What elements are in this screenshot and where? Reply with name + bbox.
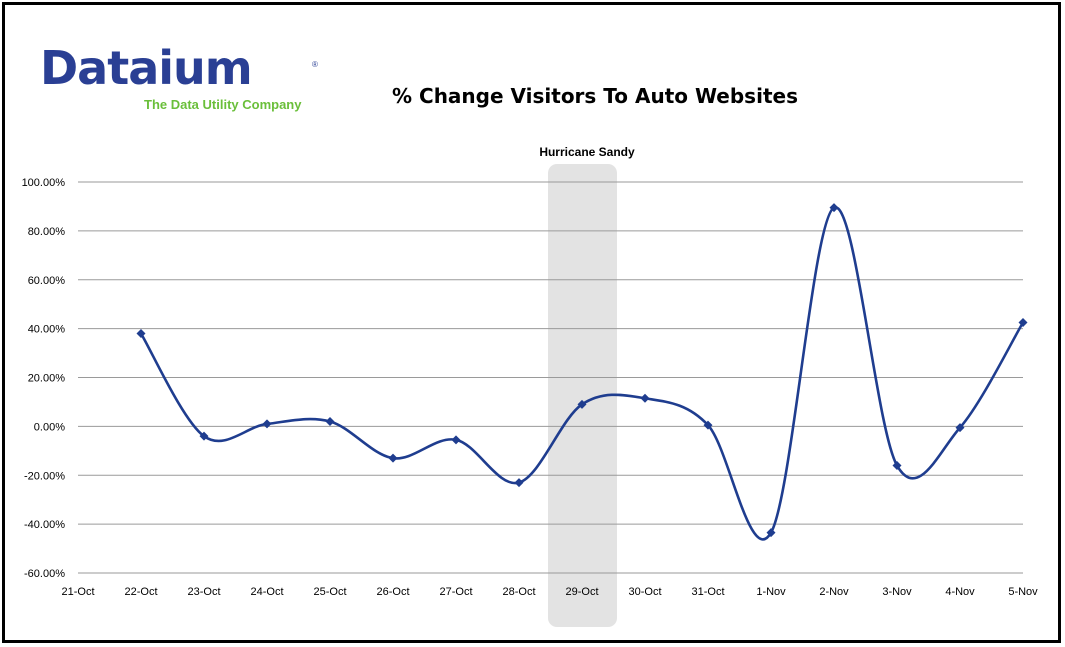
x-tick-label: 2-Nov: [819, 586, 849, 598]
x-tick-label: 25-Oct: [313, 586, 346, 598]
x-tick-label: 26-Oct: [376, 586, 409, 598]
logo-registered-mark: ®: [312, 60, 318, 69]
data-point: [703, 420, 713, 430]
data-point: [577, 399, 587, 409]
x-tick-label: 3-Nov: [882, 586, 912, 598]
data-point: [766, 528, 776, 538]
x-tick-label: 30-Oct: [628, 586, 661, 598]
logo-wordmark: Dataium: [40, 41, 253, 95]
annotation-label: Hurricane Sandy: [539, 145, 635, 159]
y-tick-label: 60.00%: [28, 275, 66, 287]
y-tick-label: -20.00%: [24, 470, 65, 482]
y-tick-label: 20.00%: [28, 373, 66, 385]
y-tick-label: 40.00%: [28, 324, 66, 336]
dataium-logo: Dataium ® The Data Utility Company: [40, 40, 330, 120]
x-tick-label: 28-Oct: [502, 586, 535, 598]
data-point: [262, 419, 272, 429]
x-tick-label: 23-Oct: [187, 586, 220, 598]
data-point: [325, 416, 335, 426]
data-point: [451, 435, 461, 445]
y-tick-label: 100.00%: [22, 177, 66, 189]
logo-tagline: The Data Utility Company: [144, 97, 302, 112]
x-tick-label: 27-Oct: [439, 586, 472, 598]
x-tick-label: 1-Nov: [756, 586, 786, 598]
data-point: [514, 478, 524, 488]
x-tick-label: 21-Oct: [61, 586, 94, 598]
x-tick-label: 4-Nov: [945, 586, 975, 598]
data-point: [199, 431, 209, 441]
x-tick-label: 22-Oct: [124, 586, 157, 598]
x-tick-label: 24-Oct: [250, 586, 283, 598]
data-point: [829, 203, 839, 213]
data-point: [136, 329, 146, 339]
y-tick-label: -40.00%: [24, 519, 65, 531]
chart-title: % Change Visitors To Auto Websites: [392, 84, 798, 108]
y-tick-label: 80.00%: [28, 226, 66, 238]
x-tick-label: 5-Nov: [1008, 586, 1038, 598]
data-point: [892, 460, 902, 470]
x-tick-label: 29-Oct: [565, 586, 598, 598]
x-tick-label: 31-Oct: [691, 586, 724, 598]
data-point: [388, 453, 398, 463]
y-tick-label: 0.00%: [34, 421, 65, 433]
data-point: [640, 393, 650, 403]
data-point: [955, 423, 965, 433]
data-point: [1018, 318, 1028, 328]
y-tick-label: -60.00%: [24, 568, 65, 580]
